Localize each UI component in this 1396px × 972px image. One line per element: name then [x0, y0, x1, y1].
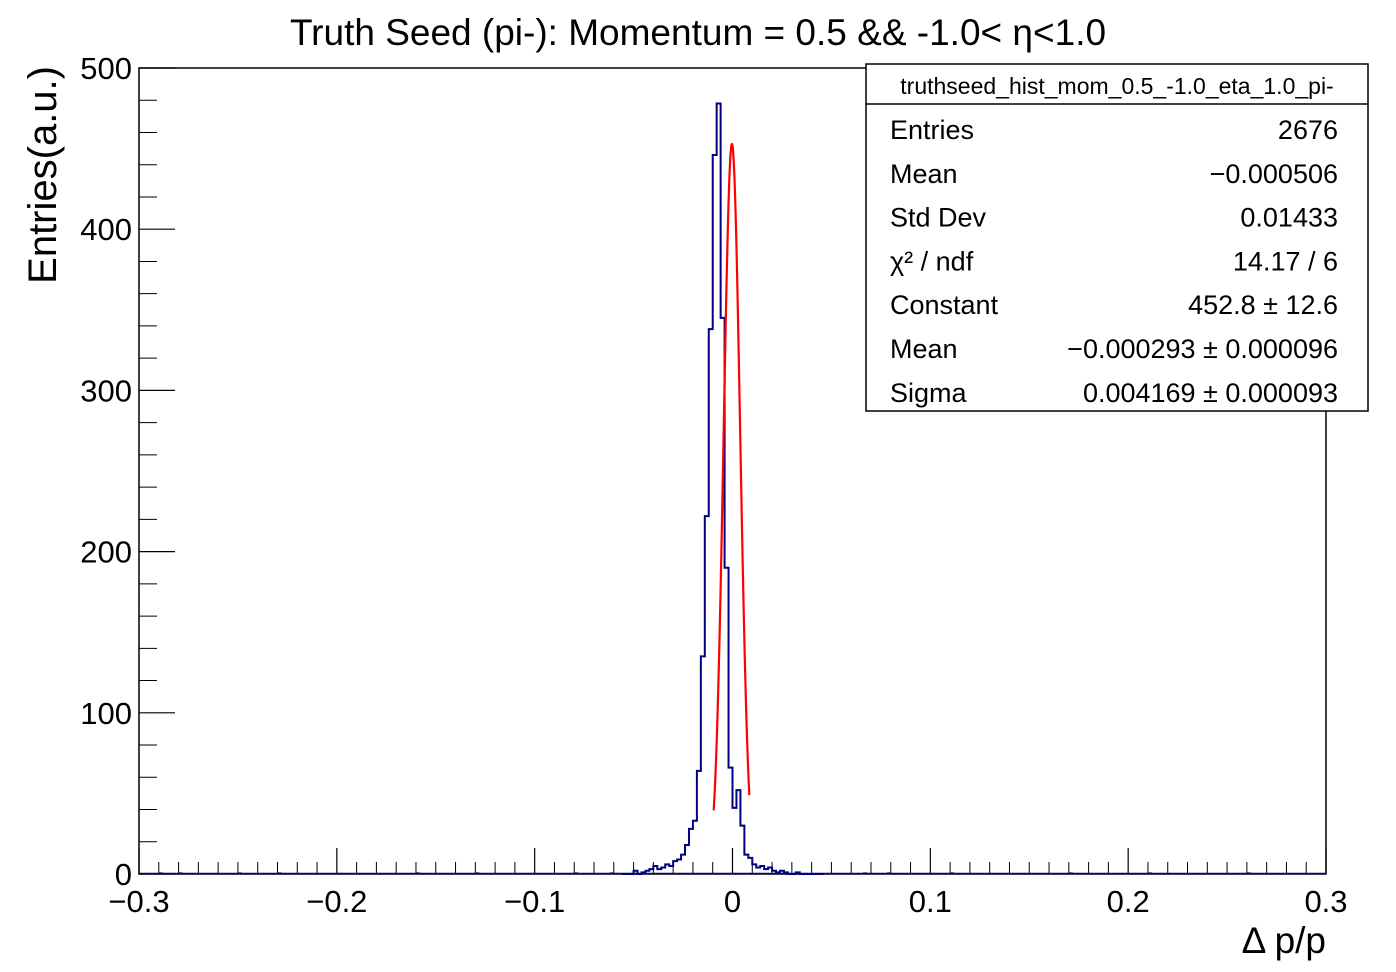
x-tick-label: −0.2: [306, 884, 367, 919]
x-tick-label: 0: [724, 884, 741, 919]
y-tick-label: 100: [80, 696, 132, 731]
stats-row-label: Mean: [890, 159, 958, 189]
histogram-series: [139, 102, 1326, 875]
stats-row-label: Sigma: [890, 378, 968, 408]
y-tick-label: 500: [80, 51, 132, 86]
stats-row-label: χ² / ndf: [890, 246, 974, 276]
y-tick-label: 400: [80, 212, 132, 247]
stats-row-label: Constant: [890, 290, 999, 320]
y-tick-label: 200: [80, 535, 132, 570]
stats-row-label: Std Dev: [890, 203, 987, 233]
gaussian-fit: [712, 142, 751, 811]
stats-row-value: 14.17 / 6: [1233, 246, 1338, 276]
histogram-outline: [621, 102, 824, 875]
y-tick-label: 0: [115, 857, 132, 892]
x-tick-label: −0.3: [108, 884, 169, 919]
stats-box-frame: [865, 63, 1369, 412]
x-tick-label: 0.2: [1107, 884, 1150, 919]
x-axis-label: Δ p/p: [1242, 920, 1326, 961]
x-tick-label: −0.1: [504, 884, 565, 919]
x-tick-label: 0.3: [1304, 884, 1347, 919]
stats-box: truthseed_hist_mom_0.5_-1.0_eta_1.0_pi- …: [865, 63, 1369, 412]
stats-row-value: 0.01433: [1240, 203, 1338, 233]
x-axis: −0.3 −0.2 −0.1 0 0.1 0.2 0.3: [108, 848, 1348, 919]
stats-row-value: −0.000293 ± 0.000096: [1067, 334, 1338, 364]
stats-row-value: −0.000506: [1210, 159, 1338, 189]
stats-row-label: Entries: [890, 115, 974, 145]
chart-title: Truth Seed (pi-): Momentum = 0.5 && -1.0…: [290, 12, 1106, 53]
stats-row-value: 0.004169 ± 0.000093: [1083, 378, 1338, 408]
stats-row-label: Mean: [890, 334, 958, 364]
stats-row-value: 452.8 ± 12.6: [1188, 290, 1338, 320]
x-tick-label: 0.1: [909, 884, 952, 919]
y-axis-label: Entries(a.u.): [21, 66, 65, 284]
y-axis: 0 100 200 300 400 500: [80, 51, 175, 892]
stats-row-value: 2676: [1278, 115, 1338, 145]
fit-curve: [712, 142, 751, 811]
y-tick-label: 300: [80, 373, 132, 408]
stats-box-name: truthseed_hist_mom_0.5_-1.0_eta_1.0_pi-: [900, 73, 1333, 99]
stats-rows: Entries 2676 Mean −0.000506 Std Dev 0.01433 χ²…: [890, 115, 1338, 408]
